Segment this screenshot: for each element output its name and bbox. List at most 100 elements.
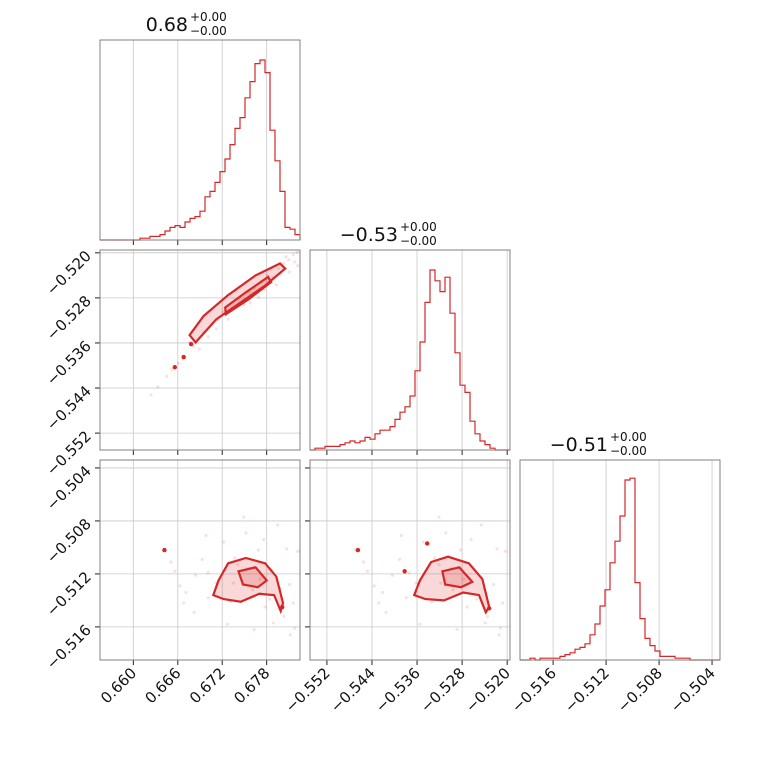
sample-point	[156, 385, 160, 389]
sample-point	[437, 515, 441, 519]
param-title-upper-1: +0.00	[400, 220, 437, 234]
sample-point	[222, 540, 226, 544]
sample-point	[244, 531, 248, 535]
contour-level-0	[188, 262, 287, 345]
sample-point	[250, 588, 255, 592]
sample-point	[248, 291, 252, 295]
sample-point	[475, 597, 479, 601]
param-title-lower-2: −0.00	[610, 444, 647, 458]
y-tick-label: −0.520	[43, 247, 95, 299]
y-tick-label: −0.544	[43, 382, 95, 434]
x-tick-label: −0.520	[462, 664, 514, 716]
hist-1-frame	[309, 249, 511, 451]
sample-point	[384, 610, 388, 614]
sample-point	[200, 557, 204, 561]
pair-0-2-frame	[99, 459, 301, 661]
x-tick-label: −0.504	[667, 664, 719, 716]
contour-level-1	[237, 566, 269, 589]
x-tick-label: −0.512	[561, 664, 613, 716]
sample-point	[501, 601, 505, 605]
sample-point	[226, 317, 230, 321]
x-tick-label: 0.678	[230, 664, 273, 707]
sample-point	[231, 581, 235, 585]
contour-outlier	[402, 569, 407, 574]
sample-point	[381, 590, 385, 595]
sample-point	[284, 255, 288, 259]
sample-point	[430, 600, 434, 604]
sample-point	[170, 367, 174, 372]
sample-point	[503, 549, 508, 553]
sample-point	[193, 573, 198, 577]
sample-point	[206, 570, 210, 575]
sample-point	[263, 605, 267, 609]
sample-point	[479, 523, 483, 527]
contour-outlier	[280, 604, 285, 610]
sample-point	[291, 252, 295, 257]
sample-point	[206, 335, 210, 339]
sample-point	[288, 270, 292, 274]
contour-outlier	[162, 547, 167, 553]
sample-point	[258, 577, 262, 581]
param-title-0: 0.68	[146, 14, 188, 36]
sample-point	[399, 533, 403, 538]
sample-point	[282, 261, 286, 266]
pair-1-2-frame	[309, 459, 511, 661]
y-tick-label: −0.508	[43, 515, 95, 567]
sample-point	[256, 295, 261, 299]
sample-point	[236, 563, 240, 567]
y-tick-label: −0.536	[43, 337, 95, 389]
contour-outlier	[188, 341, 194, 347]
sample-point	[296, 549, 300, 553]
sample-point	[296, 264, 300, 268]
x-tick-label: 0.660	[97, 664, 140, 707]
sample-point	[256, 548, 261, 552]
param-title-upper-2: +0.00	[610, 430, 647, 444]
x-tick-label: −0.528	[417, 664, 469, 716]
sample-point	[225, 622, 230, 626]
sample-point	[271, 621, 275, 625]
sample-point	[233, 556, 237, 560]
sample-point	[173, 569, 177, 573]
sample-point	[495, 547, 499, 551]
sample-point	[287, 257, 291, 262]
sample-point	[248, 301, 252, 305]
pair-0-1-frame	[99, 249, 301, 451]
contour-outlier	[486, 606, 492, 611]
sample-point	[361, 560, 366, 564]
sample-point	[276, 523, 280, 527]
y-tick-label: −0.516	[43, 621, 95, 673]
x-tick-label: −0.552	[282, 664, 334, 716]
x-tick-label: −0.516	[508, 664, 560, 716]
sample-point	[285, 547, 289, 551]
sample-point	[498, 626, 503, 630]
sample-point	[365, 569, 370, 573]
sample-point	[451, 588, 455, 592]
contour-outlier	[424, 541, 430, 546]
sample-point	[192, 610, 196, 614]
x-tick-label: 0.672	[186, 664, 229, 707]
sample-point	[444, 531, 448, 535]
sample-point	[414, 581, 418, 585]
sample-point	[176, 361, 181, 365]
sample-point	[268, 597, 272, 601]
text-layer: 0.68 +0.00−0.00−0.53 +0.00−0.00−0.516 −0.51…	[43, 10, 719, 716]
sample-point	[397, 557, 402, 561]
sample-point	[169, 560, 173, 564]
sample-point	[295, 250, 299, 254]
sample-point	[214, 327, 218, 331]
contour-outlier	[181, 354, 186, 360]
sample-point	[149, 393, 153, 397]
sample-point	[282, 614, 286, 618]
sample-point	[469, 537, 473, 542]
sample-point	[197, 347, 201, 351]
sample-point	[184, 590, 188, 595]
sample-point	[288, 582, 292, 587]
sample-point	[252, 627, 256, 632]
sample-point	[165, 374, 169, 378]
sample-point	[421, 540, 425, 544]
grid-layer	[100, 40, 713, 660]
sample-point	[497, 633, 501, 637]
sample-point	[432, 556, 437, 560]
sample-point	[276, 266, 281, 271]
